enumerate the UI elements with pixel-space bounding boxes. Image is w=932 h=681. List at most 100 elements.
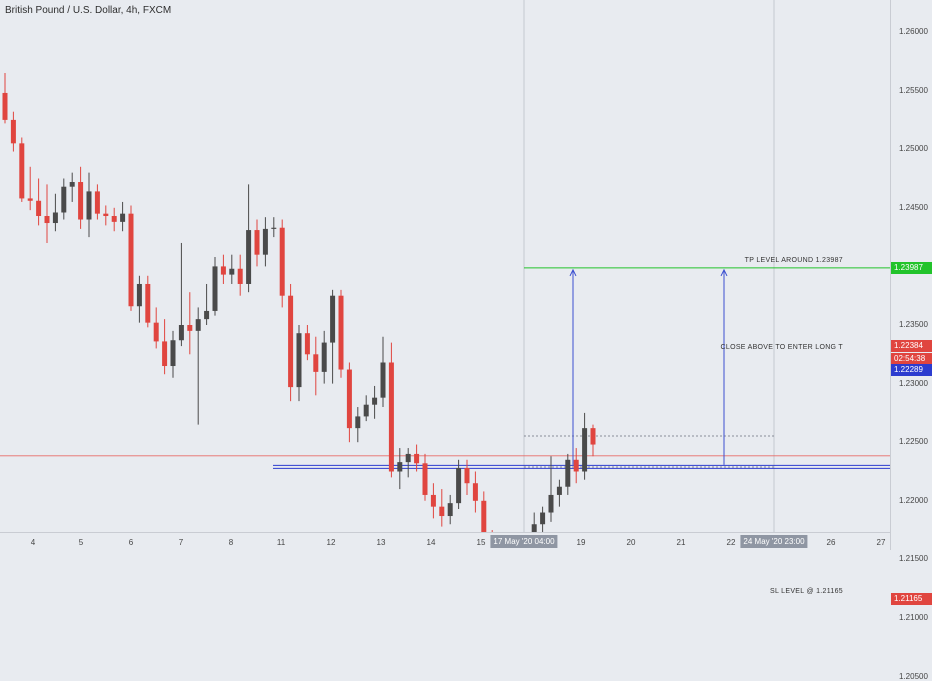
candle-body: [170, 340, 176, 367]
price-tick-label: 1.23000: [899, 378, 928, 388]
candle-body: [531, 524, 537, 532]
symbol-title[interactable]: British Pound / U.S. Dollar, 4h, FXCM: [5, 5, 172, 16]
candle-body: [187, 325, 193, 331]
time-tick-label: 20: [626, 538, 636, 547]
entry-price-tag: 1.22289: [891, 364, 932, 376]
candle-body: [128, 213, 134, 307]
candle-body: [69, 182, 75, 187]
target-arrow-2-head: [720, 268, 728, 277]
time-axis[interactable]: 4567811121314151819202122252627 17 May '…: [0, 532, 890, 550]
candle-body: [565, 459, 571, 487]
candle-body: [52, 212, 58, 224]
candle-body: [481, 500, 487, 532]
price-tick-label: 1.21500: [899, 554, 928, 564]
candle-body: [254, 230, 260, 255]
candle-body: [111, 216, 117, 222]
candle-body: [296, 333, 302, 388]
candle-body: [338, 295, 344, 370]
time-tick-label: 11: [276, 538, 286, 547]
candle-body: [422, 463, 428, 495]
candle-body: [313, 354, 319, 372]
time-tick-label: 12: [326, 538, 336, 547]
price-tick-label: 1.26000: [899, 27, 928, 36]
bar-countdown-tag: 02:54:38: [891, 353, 932, 365]
candle-body: [162, 341, 168, 367]
candle-body: [237, 268, 243, 284]
target-arrow-1-head: [569, 268, 577, 277]
candle-body: [590, 428, 596, 445]
time-tick-label: 6: [128, 538, 134, 547]
current-price-tag: 1.22384: [891, 340, 932, 352]
sl-price-tag: 1.21165: [891, 592, 932, 605]
crosshair-time: 04:00: [534, 537, 555, 546]
chart-area[interactable]: British Pound / U.S. Dollar, 4h, FXCM TP…: [0, 0, 890, 595]
entry-annotation[interactable]: CLOSE ABOVE TO ENTER LONG T: [720, 344, 843, 351]
candle-body: [120, 213, 126, 222]
candle-body: [380, 362, 386, 398]
range-end-date-label: 24 May '20 23:00: [740, 535, 808, 548]
price-tick-label: 1.22500: [899, 437, 928, 447]
time-tick-label: 27: [876, 538, 886, 547]
candle-body: [279, 227, 285, 296]
candle-body: [86, 191, 92, 220]
range-end-date: 24 May '20: [743, 537, 783, 546]
candle-body: [330, 295, 336, 343]
candle-body: [355, 416, 361, 429]
candle-body: [388, 362, 394, 472]
time-tick-label: 7: [178, 538, 184, 547]
candle-body: [220, 266, 226, 275]
candle-body: [195, 319, 201, 331]
time-tick-label: 13: [376, 538, 386, 547]
price-tick-label: 1.25500: [899, 85, 928, 95]
candle-body: [178, 325, 184, 341]
time-tick-label: 22: [726, 538, 736, 547]
time-tick-label: 8: [228, 538, 234, 547]
sl-annotation[interactable]: SL LEVEL @ 1.21165: [770, 587, 843, 595]
price-tick-label: 1.25000: [899, 144, 928, 154]
range-end-time: 23:00: [784, 537, 805, 546]
candle-body: [464, 467, 470, 484]
candle-body: [346, 369, 352, 429]
candle-body: [262, 228, 268, 255]
candle-body: [61, 186, 67, 213]
candle-body: [229, 268, 235, 275]
time-tick-label: 19: [576, 538, 586, 547]
tp-annotation[interactable]: TP LEVEL AROUND 1.23987: [744, 256, 843, 264]
time-tick-label: 4: [30, 538, 36, 547]
candle-body: [439, 506, 445, 517]
candle-body: [204, 310, 210, 320]
candle-body: [304, 333, 310, 355]
time-tick-label: 15: [476, 538, 486, 547]
candle-body: [405, 453, 411, 463]
candle-body: [472, 483, 478, 501]
candle-body: [430, 494, 436, 507]
candle-body: [2, 92, 8, 120]
time-tick-label: 14: [426, 538, 436, 547]
candle-body: [321, 342, 327, 372]
candle-body: [573, 459, 579, 472]
price-tick-label: 1.21000: [899, 613, 928, 622]
candle-body: [288, 295, 294, 388]
candle-body: [103, 213, 109, 217]
time-tick-label: 5: [78, 538, 84, 547]
candle-body: [582, 428, 588, 472]
candle-body: [271, 227, 277, 229]
candle-body: [540, 512, 546, 525]
candle-body: [397, 462, 403, 472]
price-axis[interactable]: 1.260001.255001.250001.245001.240001.235…: [890, 0, 932, 681]
candle-body: [19, 143, 25, 199]
candlestick-chart[interactable]: [0, 0, 890, 532]
price-tick-label: 1.23500: [899, 320, 928, 329]
tp-price-tag: 1.23987: [891, 261, 932, 274]
candle-body: [153, 322, 159, 342]
candle-body: [556, 486, 562, 495]
time-tick-label: 21: [676, 538, 686, 547]
candle-body: [212, 266, 218, 311]
price-tick-label: 1.22000: [899, 495, 928, 505]
candle-body: [246, 230, 252, 284]
candle-body: [94, 191, 100, 214]
candle-body: [10, 119, 16, 144]
candle-body: [36, 200, 42, 217]
candle-body: [548, 494, 554, 513]
crosshair-date: 17 May '20: [493, 537, 533, 546]
